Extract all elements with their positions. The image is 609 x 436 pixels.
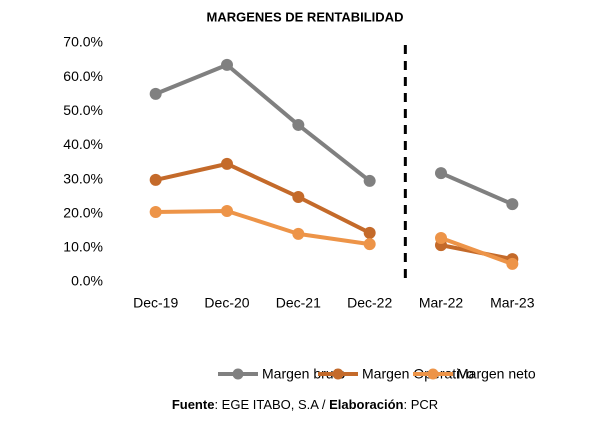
data-point (506, 198, 519, 211)
chart-title: MARGENES DE RENTABILIDAD (207, 9, 404, 24)
footer-part: : EGE ITABO, S.A / (214, 397, 329, 412)
y-tick-label: 20.0% (63, 204, 103, 220)
footer-part: : PCR (404, 397, 439, 412)
y-tick-label: 70.0% (63, 34, 103, 50)
y-tick-label: 40.0% (63, 136, 103, 152)
data-point (149, 87, 162, 100)
footer-part: Elaboración (329, 397, 403, 412)
data-point (221, 157, 233, 170)
series-line (155, 161, 371, 235)
x-tick-label: Dec-19 (133, 295, 178, 311)
x-tick-label: Dec-22 (347, 295, 392, 311)
y-tick-label: 60.0% (63, 68, 103, 84)
series-line (440, 171, 514, 206)
data-point (149, 173, 162, 186)
data-point (363, 238, 376, 251)
x-tick-label: Dec-21 (276, 295, 321, 311)
data-point (435, 231, 447, 244)
data-point (506, 257, 519, 270)
data-point (363, 174, 376, 187)
x-tick-label: Mar-22 (419, 295, 464, 311)
y-tick-label: 0.0% (71, 273, 103, 289)
data-point (292, 227, 305, 240)
y-tick-label: 10.0% (63, 239, 103, 255)
legend-label: Margen bruto (262, 366, 345, 382)
footer: Fuente: EGE ITABO, S.A / Elaboración: PC… (172, 397, 438, 412)
data-point (221, 58, 233, 71)
legend-marker (232, 368, 244, 380)
data-point (149, 206, 162, 219)
legend-label: Margen neto (457, 366, 536, 382)
series-line (154, 62, 371, 183)
data-point (435, 167, 447, 180)
series-line (155, 208, 370, 247)
data-point (221, 204, 233, 217)
legend-marker (332, 368, 344, 380)
legend-marker (427, 368, 439, 380)
footer-part: Fuente (172, 397, 215, 412)
series-line (440, 236, 514, 266)
x-tick-label: Mar-23 (490, 295, 535, 311)
y-tick-label: 50.0% (63, 102, 103, 118)
data-point (363, 226, 376, 239)
y-tick-label: 30.0% (63, 170, 103, 186)
x-tick-label: Dec-20 (204, 295, 249, 311)
data-point (292, 190, 305, 203)
data-point (292, 118, 305, 131)
